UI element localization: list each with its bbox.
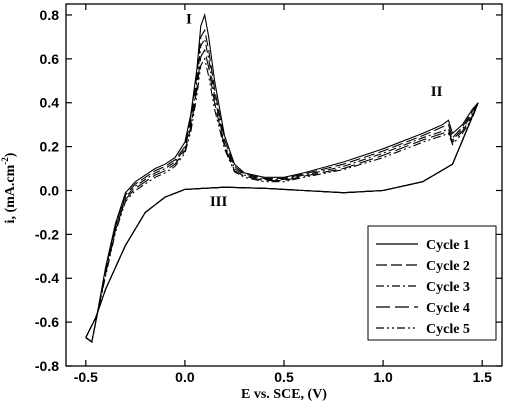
y-tick-label: 0.6 [40,51,60,67]
legend-box [367,225,497,341]
annotation-label: II [431,84,443,100]
series-layer [85,12,479,343]
x-tick-label: 0.0 [175,369,195,385]
x-tick-label: 0.5 [274,369,294,385]
y-tick-label: 0.0 [40,182,60,198]
legend: Cycle 1 Cycle 2 Cycle 3 Cycle 4 Cycle 5 [367,225,497,341]
y-axis-title: i, (mA.cm-2) [0,152,18,223]
series-line-cycle-4 [85,48,479,343]
y-axis-title-base: i, (mA.cm [3,164,18,223]
legend-label-cycle-4: Cycle 4 [426,301,470,316]
ticks-layer: -0.5 0.0 0.5 1.0 1.5 -0.8 -0.6 -0.4 -0.2 0.0 0.2 0.… [35,4,502,385]
series-line-cycle-5 [85,57,479,343]
y-tick-label: 0.4 [40,95,60,111]
legend-label-cycle-5: Cycle 5 [426,322,470,337]
y-tick-label: 0.8 [40,7,60,23]
x-tick-label: 1.5 [472,369,492,385]
annotation-label: III [210,194,228,210]
y-tick-label: -0.2 [35,226,59,242]
y-tick-label: -0.6 [35,314,59,330]
y-tick-label: 0.2 [40,139,60,155]
y-tick-label: -0.8 [35,358,59,374]
x-axis-title: E vs. SCE, (V) [241,387,327,402]
legend-label-cycle-1: Cycle 1 [426,238,470,253]
x-tick-label: -0.5 [74,369,98,385]
annotation-label: I [186,12,192,28]
legend-label-cycle-2: Cycle 2 [426,259,470,274]
y-axis-title-end: ) [3,152,18,157]
series-line-cycle-3 [85,37,479,343]
y-tick-label: -0.4 [35,270,59,286]
x-tick-label: 1.0 [373,369,393,385]
legend-label-cycle-3: Cycle 3 [426,280,470,295]
y-axis-title-sup: -2 [0,157,10,165]
